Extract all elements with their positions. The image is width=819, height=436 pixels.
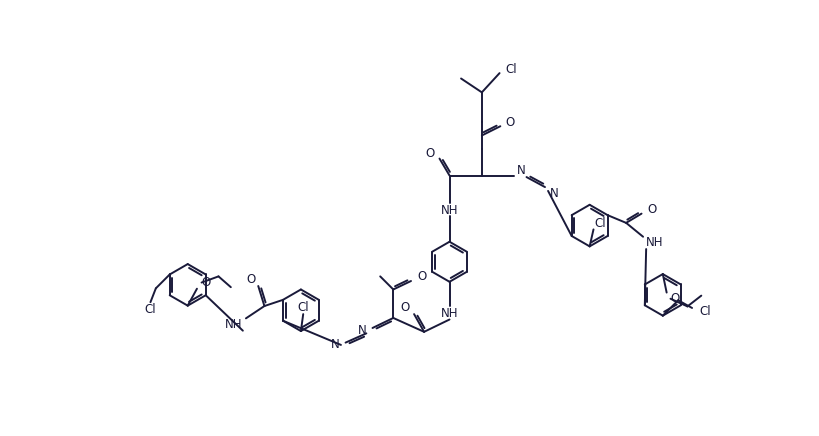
Text: NH: NH <box>441 204 458 217</box>
Text: NH: NH <box>645 236 663 249</box>
Text: Cl: Cl <box>594 217 605 230</box>
Text: Cl: Cl <box>505 63 517 76</box>
Text: NH: NH <box>225 318 242 331</box>
Text: Cl: Cl <box>297 301 309 314</box>
Text: Cl: Cl <box>144 303 156 317</box>
Text: O: O <box>647 202 656 215</box>
Text: O: O <box>425 146 434 160</box>
Text: O: O <box>400 301 409 314</box>
Text: O: O <box>246 273 255 286</box>
Text: N: N <box>357 324 366 337</box>
Text: Cl: Cl <box>699 305 711 318</box>
Text: O: O <box>417 270 426 283</box>
Text: N: N <box>517 164 525 177</box>
Text: O: O <box>201 276 210 289</box>
Text: N: N <box>330 338 339 351</box>
Text: N: N <box>549 187 558 200</box>
Text: NH: NH <box>441 307 458 320</box>
Text: O: O <box>505 116 514 129</box>
Text: O: O <box>670 292 679 305</box>
